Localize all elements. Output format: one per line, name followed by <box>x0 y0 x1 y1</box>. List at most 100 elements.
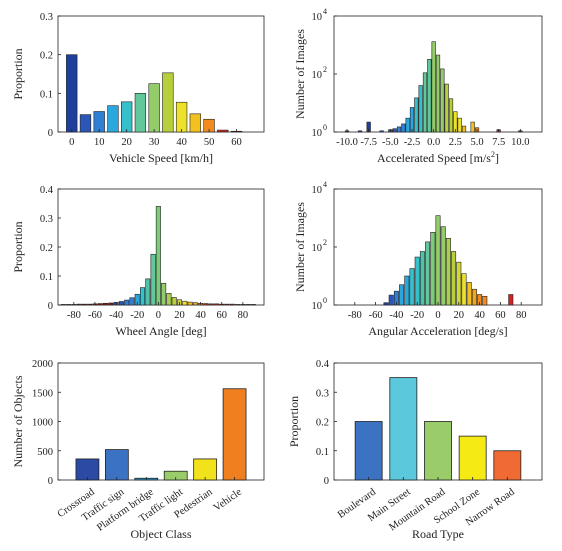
bar-11 <box>414 97 419 133</box>
bar-10 <box>430 232 436 306</box>
bar-1 <box>75 458 100 481</box>
bar-6 <box>222 388 247 481</box>
bar-22 <box>461 125 467 133</box>
bar-5 <box>493 450 522 481</box>
y-tick-label: 0 <box>324 476 329 487</box>
bar-23 <box>470 121 475 133</box>
x-tick-label: 20 <box>454 310 465 321</box>
bar-4 <box>458 435 487 481</box>
y-tick-exponent: 4 <box>323 180 327 189</box>
bar-21 <box>457 117 462 133</box>
bar-10 <box>409 107 415 133</box>
bar-8 <box>162 72 174 133</box>
bar-2 <box>79 114 92 133</box>
bar-8 <box>401 123 406 133</box>
y-tick-label: 10 <box>312 185 323 196</box>
bar-21 <box>508 294 514 306</box>
y-axis-label: Proportion <box>287 396 301 447</box>
bar-29 <box>208 303 214 306</box>
bar-17 <box>145 278 151 306</box>
x-tick-label: -80 <box>348 310 362 321</box>
bar-2 <box>66 304 72 306</box>
x-axis-label: Vehicle Speed [km/h] <box>109 151 213 165</box>
y-axis-label: Number of Images <box>293 202 307 292</box>
bar-6 <box>409 268 415 306</box>
bar-2 <box>104 449 129 481</box>
y-axis-label: Proportion <box>11 221 25 272</box>
x-axis-label: Road Type <box>412 527 464 541</box>
y-tick-label: 0.1 <box>40 272 53 283</box>
bar-24 <box>182 300 188 306</box>
bar-17 <box>440 68 445 133</box>
bar-21 <box>166 293 172 306</box>
bar-12 <box>217 129 229 133</box>
bar-32 <box>224 303 230 306</box>
bar-6 <box>134 93 147 133</box>
bar-13 <box>124 299 130 306</box>
bar-1 <box>354 421 383 481</box>
x-tick-label: 60 <box>216 310 227 321</box>
y-axis-label: Number of Objects <box>11 375 25 467</box>
y-tick-label: 10 <box>312 243 323 254</box>
bar-5 <box>404 275 410 306</box>
x-tick-label: 20 <box>174 310 185 321</box>
x-tick-label: 0 <box>156 310 161 321</box>
bar-4 <box>379 130 384 133</box>
y-tick-label: 0.4 <box>40 185 54 196</box>
x-tick-label: -7.5 <box>360 137 377 148</box>
bar-16 <box>139 287 146 306</box>
bar-1 <box>66 54 78 133</box>
bar-3 <box>424 421 452 481</box>
bar-18 <box>444 83 449 133</box>
y-tick-label: 0.3 <box>40 214 53 225</box>
y-tick-label: 0.1 <box>316 447 329 458</box>
bar-4 <box>76 303 82 306</box>
panel-speed: 0 10 20 30 40 50 60 0 0.1 0.2 0.3 Proportion Vehicle… <box>11 12 265 165</box>
bar-15 <box>456 261 462 306</box>
y-axis-label: Number of Images <box>293 29 307 119</box>
y-tick-label: 500 <box>37 447 53 458</box>
y-tick-label: 0.2 <box>40 243 53 254</box>
y-tick-label: 0.4 <box>316 359 330 370</box>
bar-9 <box>425 241 431 306</box>
y-tick-label: 0.3 <box>40 12 53 23</box>
x-tick-label: 0.0 <box>427 137 440 148</box>
y-tick-label: 1500 <box>32 388 53 399</box>
bar-36 <box>245 304 251 306</box>
bar-5 <box>81 303 87 306</box>
y-tick-exponent: 2 <box>323 238 327 247</box>
bar-26 <box>192 302 198 306</box>
bar-1 <box>60 304 66 306</box>
bar-8 <box>97 303 103 306</box>
x-tick-label: -10.0 <box>336 137 358 148</box>
y-tick-exponent: 0 <box>323 296 327 305</box>
bar-7 <box>148 83 160 133</box>
x-tick-label: -80 <box>67 310 81 321</box>
x-tick-label: 5.0 <box>470 137 483 148</box>
bar-3 <box>93 111 105 133</box>
bar-33 <box>229 303 235 306</box>
y-tick-label: 0.1 <box>40 89 53 100</box>
y-tick-label: 1000 <box>32 418 53 429</box>
bar-4 <box>107 105 119 133</box>
x-tick-label: -20 <box>410 310 424 321</box>
x-tick-label: 10.0 <box>511 137 529 148</box>
y-tick-label: 10 <box>312 12 323 23</box>
bar-37 <box>250 304 256 306</box>
x-tick-label: -20 <box>130 310 144 321</box>
x-tick-label: 0 <box>69 137 74 148</box>
x-tick-label: 30 <box>149 137 160 148</box>
category-label: Vehicle <box>212 487 244 514</box>
x-tick-label: 40 <box>195 310 206 321</box>
bar-10 <box>108 302 114 306</box>
y-tick-label: 10 <box>312 70 323 81</box>
bar-13 <box>445 237 451 306</box>
bar-9 <box>103 302 109 306</box>
bar-14 <box>451 251 457 306</box>
bar-10 <box>189 113 201 133</box>
bar-30 <box>213 303 219 306</box>
